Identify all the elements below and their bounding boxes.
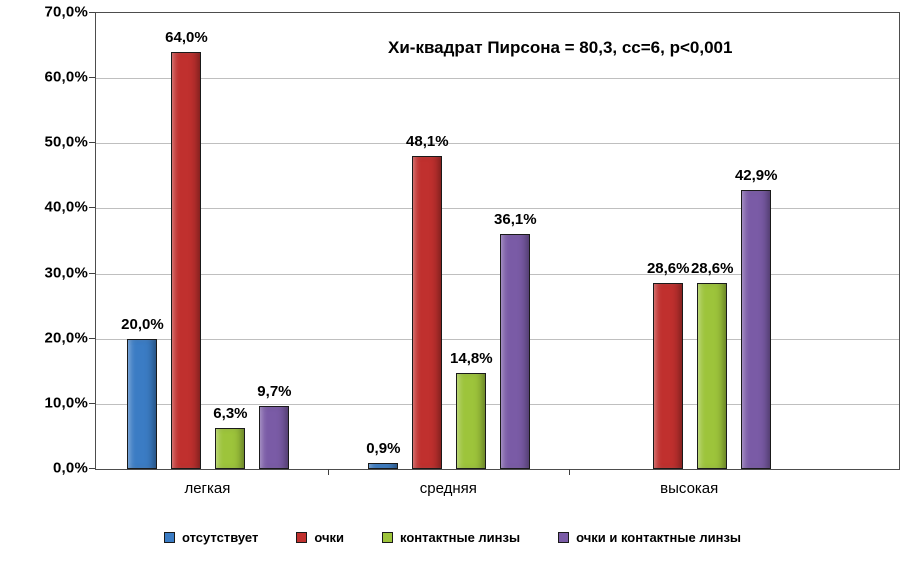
bar-отсутствует-легкая (127, 338, 158, 469)
bar-value-label-отсутствует-легкая: 20,0% (121, 315, 164, 333)
bar-очки-средняя (412, 155, 443, 469)
x-axis-tick-1 (568, 469, 570, 475)
bar-очки-легкая (171, 52, 202, 469)
bar-value-label-очки-высокая: 28,6% (646, 259, 690, 277)
bar-контактные линзы-средняя (456, 372, 487, 469)
bar-контактные линзы-высокая (697, 282, 728, 469)
chart-legend: отсутствует очки контактные линзы очки и ко… (0, 530, 905, 545)
y-axis-tick-40 (89, 207, 95, 209)
bar-value-label-отсутствует-средняя: 0,9% (366, 440, 401, 458)
legend-item-очки: очки (296, 530, 344, 545)
legend-swatch-icon-отсутствует (163, 532, 175, 543)
bar-value-label-контактные линзы-средняя: 14,8% (450, 349, 493, 367)
y-axis-tick-10 (89, 402, 95, 404)
y-axis-tick-20 (89, 337, 95, 339)
y-axis-label-10: 10,0% (44, 394, 88, 412)
plot-area: 20,0% 64,0% 6,3% 9,7% 0,9% 48,1% 14,8% 36,1% 28,… (95, 12, 900, 470)
y-axis-label-70: 70,0% (44, 3, 88, 21)
y-axis-label-20: 20,0% (44, 329, 88, 347)
chi-square-annotation: Хи-квадрат Пирсона = 80,3, сс=6, p<0,001 (388, 38, 733, 57)
bar-value-label-очки-средняя: 48,1% (406, 132, 449, 150)
legend-swatch-icon-очки (296, 532, 308, 543)
x-axis-label-высокая: высокая (660, 480, 719, 497)
bar-value-label-очки и контактные линзы-средняя: 36,1% (494, 210, 537, 228)
y-axis-label-40: 40,0% (44, 198, 88, 216)
gridline-50 (96, 143, 899, 145)
legend-label-контактные линзы: контактные линзы (400, 530, 521, 545)
y-axis-label-60: 60,0% (44, 68, 88, 86)
bar-очки и контактные линзы-легкая (259, 405, 290, 469)
gridline-10 (96, 403, 899, 405)
legend-item-контактные линзы: контактные линзы (382, 530, 520, 545)
bar-value-label-контактные линзы-высокая: 28,6% (690, 259, 734, 277)
bar-value-label-очки и контактные линзы-высокая: 42,9% (734, 166, 778, 184)
legend-swatch-icon-контактные линзы (382, 532, 394, 543)
y-axis-tick-50 (89, 142, 95, 144)
x-axis-label-легкая: легкая (184, 480, 231, 497)
y-axis-label-50: 50,0% (44, 133, 88, 151)
legend-item-очки и контактные линзы: очки и контактные линзы (558, 530, 741, 545)
bar-контактные линзы-легкая (215, 427, 246, 469)
legend-label-отсутствует: отсутствует (181, 530, 259, 545)
legend-swatch-icon-очки и контактные линзы (558, 532, 570, 543)
gridline-60 (96, 78, 899, 80)
y-axis-tick-60 (89, 77, 95, 79)
bar-отсутствует-средняя (368, 463, 399, 469)
y-axis-tick-30 (89, 272, 95, 274)
y-axis-label-30: 30,0% (44, 264, 88, 282)
y-axis-label-0: 0,0% (53, 459, 88, 477)
y-axis-tick-70 (89, 12, 95, 13)
legend-item-отсутствует: отсутствует (163, 530, 259, 545)
bar-value-label-контактные линзы-легкая: 6,3% (213, 404, 248, 422)
legend-label-очки: очки (314, 530, 345, 545)
x-axis-label-средняя: средняя (419, 480, 477, 497)
bar-очки и контактные линзы-средняя (500, 233, 531, 469)
gridline-20 (96, 338, 899, 340)
bar-очки-высокая (653, 282, 684, 469)
bar-очки и контактные линзы-высокая (741, 189, 772, 469)
bar-value-label-очки и контактные линзы-легкая: 9,7% (257, 382, 292, 400)
gridline-40 (96, 208, 899, 210)
y-axis-tick-0 (89, 468, 95, 469)
x-axis-tick-0 (327, 469, 329, 475)
legend-label-очки и контактные линзы: очки и контактные линзы (576, 530, 742, 545)
bar-value-label-очки-легкая: 64,0% (165, 29, 208, 47)
gridline-30 (96, 273, 899, 275)
